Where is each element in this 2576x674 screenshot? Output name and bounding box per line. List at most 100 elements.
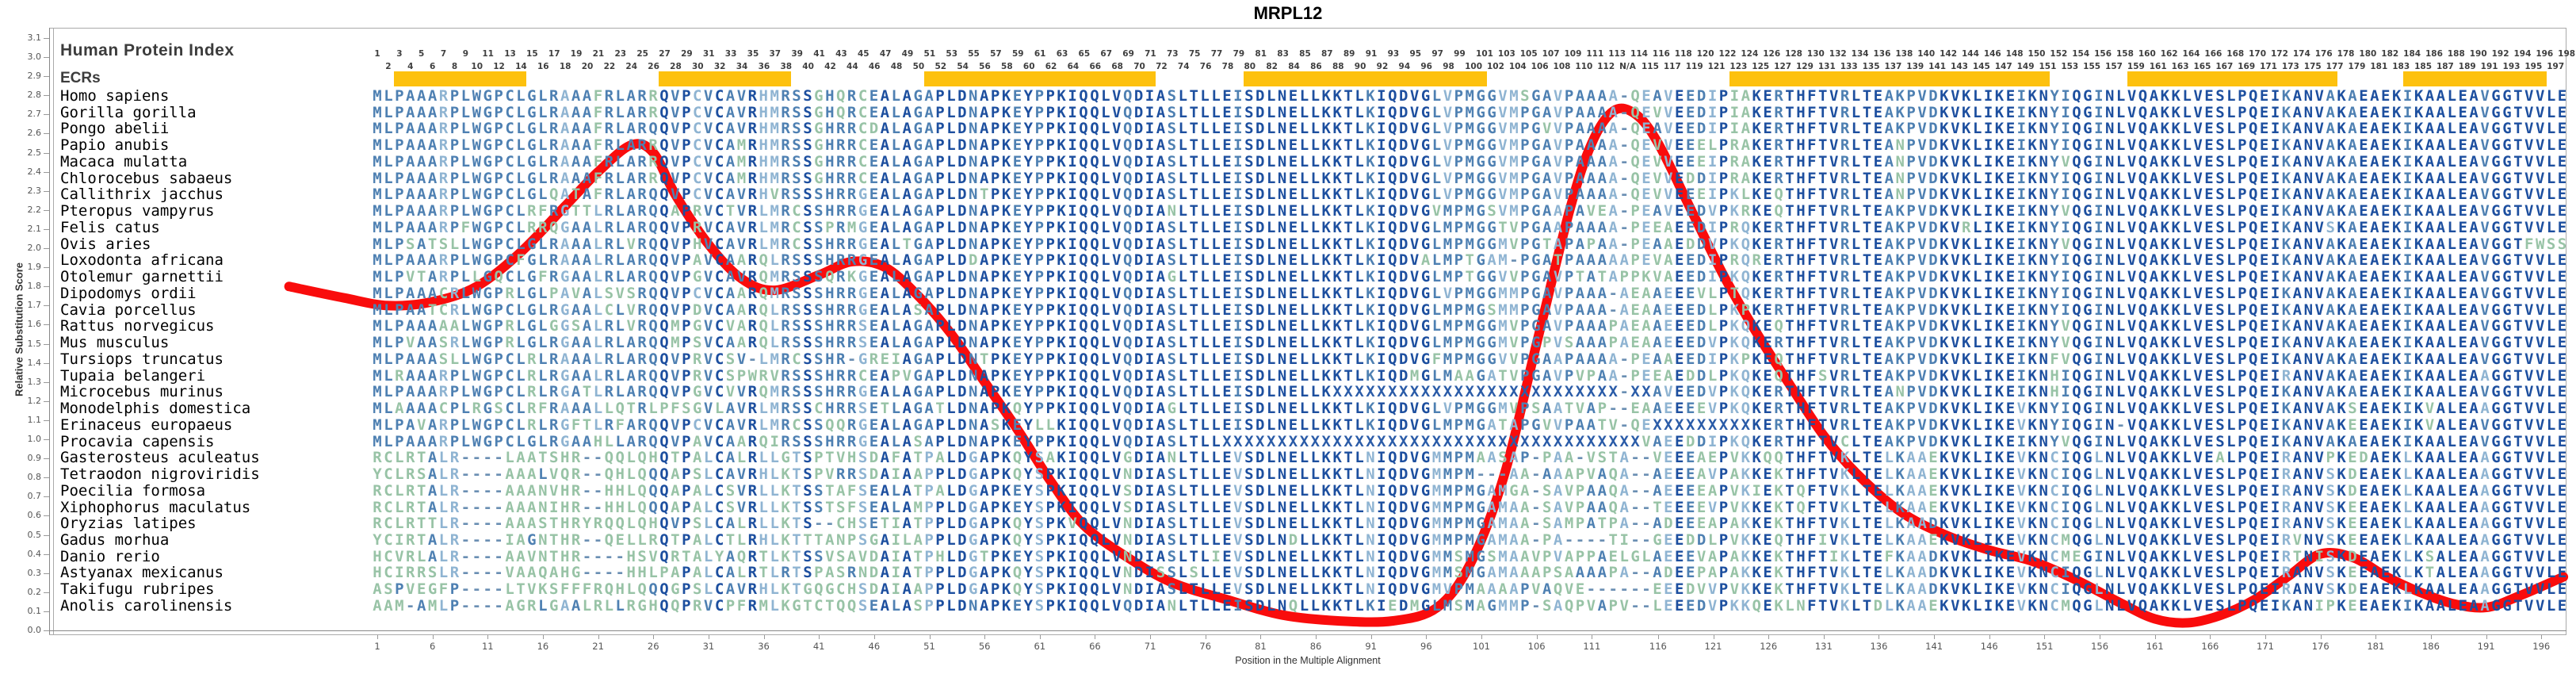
residue: K (1057, 202, 1066, 220)
residue: A (725, 449, 736, 467)
residue: Q (2138, 301, 2148, 319)
residue: H (825, 284, 835, 302)
residue: K (1840, 449, 1850, 467)
residue: A (902, 301, 912, 319)
residue: W (472, 251, 482, 270)
residue: K (2414, 317, 2424, 335)
residue: Q (1079, 317, 1088, 335)
residue: P (1520, 251, 1530, 270)
residue: A (725, 268, 736, 286)
residue: V (703, 251, 713, 270)
residue: L (593, 334, 603, 352)
residue: I (1707, 87, 1718, 105)
y-tick-label: 1.0 (27, 434, 42, 445)
residue: K (1001, 301, 1011, 319)
residue: L (1851, 383, 1861, 401)
residue: A (2425, 152, 2435, 170)
residue: N (2105, 136, 2115, 155)
residue: X (1520, 432, 1530, 450)
residue: V (1917, 251, 1927, 270)
residue: V (2480, 120, 2490, 138)
residue: A (1575, 186, 1585, 204)
residue: E (2381, 186, 2391, 204)
residue: E (2259, 268, 2269, 286)
residue: L (714, 400, 724, 418)
residue: F (1807, 103, 1817, 121)
residue: K (2281, 169, 2291, 187)
residue: E (1763, 416, 1772, 434)
residue: V (1112, 449, 1122, 467)
residue: I (1233, 235, 1243, 253)
residue: P (449, 87, 460, 105)
residue: L (1431, 334, 1442, 352)
residue: R (637, 186, 647, 204)
residue: I (2094, 218, 2104, 236)
residue: A (1608, 268, 1618, 286)
residue: L (891, 432, 901, 450)
residue: I (1145, 400, 1155, 418)
residue: E (2458, 432, 2467, 450)
residue: A (1884, 334, 1894, 352)
residue: K (1962, 87, 1971, 105)
residue: E (2348, 416, 2357, 434)
position-label: 90 (1354, 62, 1366, 71)
residue: V (2193, 400, 2203, 418)
residue: C (505, 202, 514, 220)
residue: G (1476, 202, 1485, 220)
residue: A (1542, 317, 1552, 335)
residue: P (990, 251, 1000, 270)
residue: L (2546, 432, 2556, 450)
residue: G (1487, 186, 1496, 204)
residue: V (2193, 87, 2203, 105)
residue: L (1972, 334, 1982, 352)
y-tick-mark (44, 496, 49, 498)
residue: S (1244, 152, 1254, 170)
residue: V (2480, 284, 2490, 302)
residue: E (1012, 284, 1022, 302)
residue: L (615, 235, 625, 253)
residue: M (1509, 284, 1519, 302)
residue: V (2314, 169, 2324, 187)
residue: V (1112, 366, 1122, 385)
residue: L (615, 301, 625, 319)
residue: T (1189, 120, 1198, 138)
residue: V (2127, 432, 2137, 450)
residue: A (427, 284, 438, 302)
residue: P (2238, 218, 2247, 236)
residue: V (2127, 449, 2137, 467)
residue: L (615, 366, 625, 385)
residue: A (626, 350, 636, 368)
residue: P (1454, 136, 1464, 155)
residue: A (924, 416, 934, 434)
residue: K (2160, 235, 2170, 253)
residue: D (957, 432, 967, 450)
residue: L (1211, 449, 1221, 467)
residue: I (1707, 186, 1718, 204)
residue: K (1895, 350, 1905, 368)
residue: S (1244, 317, 1254, 335)
residue: I (2402, 103, 2413, 121)
residue: V (2127, 136, 2137, 155)
residue: G (1476, 366, 1485, 385)
residue: S (814, 317, 824, 335)
residue: E (1642, 136, 1651, 155)
residue: E (2005, 202, 2016, 220)
residue: S (438, 350, 449, 368)
residue: S (1244, 186, 1254, 204)
residue: V (671, 103, 680, 121)
residue: X (1498, 383, 1508, 401)
residue: C (2050, 449, 2059, 467)
residue: G (913, 400, 923, 418)
residue: A (1884, 251, 1894, 270)
residue: E (1675, 152, 1684, 170)
residue: Q (2072, 416, 2081, 434)
residue: M (373, 218, 382, 236)
residue: P (1718, 169, 1729, 187)
residue: G (483, 317, 492, 335)
residue: A (2436, 136, 2446, 155)
residue: K (1994, 317, 2005, 335)
residue: E (1685, 383, 1695, 401)
residue: P (736, 366, 747, 385)
residue: E (2005, 432, 2016, 450)
residue: Y (1023, 350, 1034, 368)
